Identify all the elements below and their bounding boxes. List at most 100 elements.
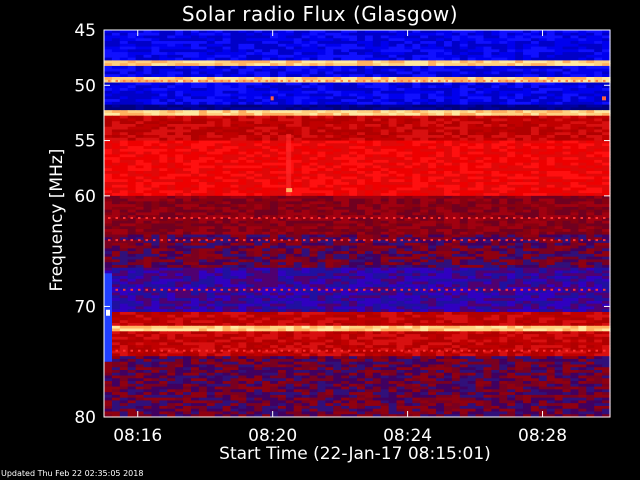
heatmap-cell — [325, 112, 334, 117]
heatmap-cell — [301, 168, 311, 172]
heatmap-cell — [515, 217, 524, 222]
heatmap-cell — [222, 35, 232, 39]
heatmap-cell — [317, 57, 326, 61]
heatmap-cell — [538, 104, 548, 108]
heatmap-cell — [499, 226, 508, 230]
heatmap-cell — [325, 132, 334, 136]
heatmap-cell — [396, 165, 406, 169]
heatmap-cell — [143, 129, 153, 133]
heatmap-cell — [586, 52, 595, 56]
heatmap-cell — [586, 104, 595, 108]
heatmap-cell — [491, 201, 500, 205]
heatmap-cell — [483, 226, 493, 230]
heatmap-cell — [436, 129, 445, 133]
heatmap-cell — [443, 240, 453, 244]
heatmap-cell — [111, 143, 121, 147]
heatmap-cell — [538, 57, 548, 61]
heatmap-cell — [277, 135, 287, 139]
heatmap-cell — [325, 223, 334, 227]
heatmap-cell — [325, 146, 334, 150]
heatmap-cell — [412, 154, 421, 158]
heatmap-cell — [135, 170, 145, 175]
heatmap-cell — [483, 220, 493, 225]
heatmap-cell — [127, 170, 137, 175]
heatmap-cell — [104, 54, 113, 59]
heatmap-cell — [309, 190, 319, 194]
heatmap-cell — [428, 193, 437, 197]
heatmap-cell — [538, 229, 548, 233]
heatmap-cell — [198, 118, 208, 122]
heatmap-cell — [206, 162, 216, 167]
heatmap-cell — [167, 30, 176, 34]
heatmap-cell — [475, 226, 485, 230]
heatmap-cell — [372, 110, 382, 114]
heatmap-cell — [562, 118, 572, 122]
heatmap-cell — [183, 82, 192, 86]
heatmap-cell — [443, 123, 453, 128]
heatmap-cell — [270, 201, 279, 205]
heatmap-cell — [357, 220, 366, 225]
heatmap-cell — [183, 179, 192, 183]
heatmap-cell — [364, 201, 374, 205]
heatmap-cell — [198, 212, 208, 216]
heatmap-cell — [459, 140, 469, 144]
heatmap-cell — [262, 157, 271, 161]
heatmap-cell — [325, 215, 334, 219]
heatmap-cell — [515, 187, 524, 191]
heatmap-cell — [499, 140, 508, 144]
heatmap-cell — [459, 49, 469, 53]
heatmap-cell — [388, 157, 398, 161]
heatmap-cell — [515, 118, 524, 122]
heatmap-cell — [104, 135, 113, 139]
heatmap-cell — [491, 104, 500, 108]
heatmap-cell — [175, 234, 184, 238]
heatmap-cell — [515, 121, 524, 125]
heatmap-cell — [420, 54, 429, 59]
heatmap-cell — [309, 168, 319, 172]
heatmap-cell — [459, 104, 469, 108]
heatmap-cell — [491, 237, 500, 241]
heatmap-cell — [364, 151, 374, 155]
heatmap-cell — [285, 57, 295, 61]
heatmap-cell — [594, 93, 603, 97]
heatmap-cell — [594, 226, 603, 230]
heatmap-cell — [127, 90, 137, 95]
heatmap-cell — [499, 168, 508, 172]
heatmap-cell — [396, 41, 406, 45]
heatmap-cell — [404, 182, 413, 186]
heatmap-cell — [293, 93, 303, 97]
heatmap-cell — [349, 93, 358, 97]
heatmap-cell — [222, 46, 232, 50]
heatmap-cell — [135, 184, 145, 189]
heatmap-cell — [119, 38, 129, 42]
heatmap-cell — [135, 82, 145, 86]
heatmap-cell — [277, 112, 287, 117]
heatmap-cell — [246, 206, 255, 211]
heatmap-cell — [357, 49, 366, 53]
heatmap-cell — [262, 121, 271, 125]
heatmap-cell — [127, 242, 137, 247]
heatmap-cell — [523, 52, 532, 56]
heatmap-cell — [135, 54, 145, 59]
heatmap-cell — [198, 101, 208, 106]
heatmap-cell — [412, 237, 421, 241]
heatmap-cell — [538, 107, 548, 111]
heatmap-cell — [523, 118, 532, 122]
heatmap-cell — [230, 129, 240, 133]
heatmap-cell — [554, 32, 564, 37]
heatmap-cell — [325, 193, 334, 197]
heatmap-cell — [325, 168, 334, 172]
heatmap-cell — [602, 126, 611, 131]
heatmap-cell — [222, 30, 232, 34]
heatmap-cell — [277, 52, 287, 56]
heatmap-cell — [277, 146, 287, 150]
heatmap-cell — [325, 101, 334, 106]
heatmap-cell — [127, 74, 137, 78]
heatmap-cell — [578, 179, 587, 183]
heatmap-cell — [578, 229, 587, 233]
heatmap-cell — [420, 148, 429, 153]
heatmap-cell — [467, 173, 477, 178]
heatmap-cell — [301, 118, 311, 122]
heatmap-cell — [333, 46, 342, 50]
heatmap-cell — [459, 240, 469, 244]
